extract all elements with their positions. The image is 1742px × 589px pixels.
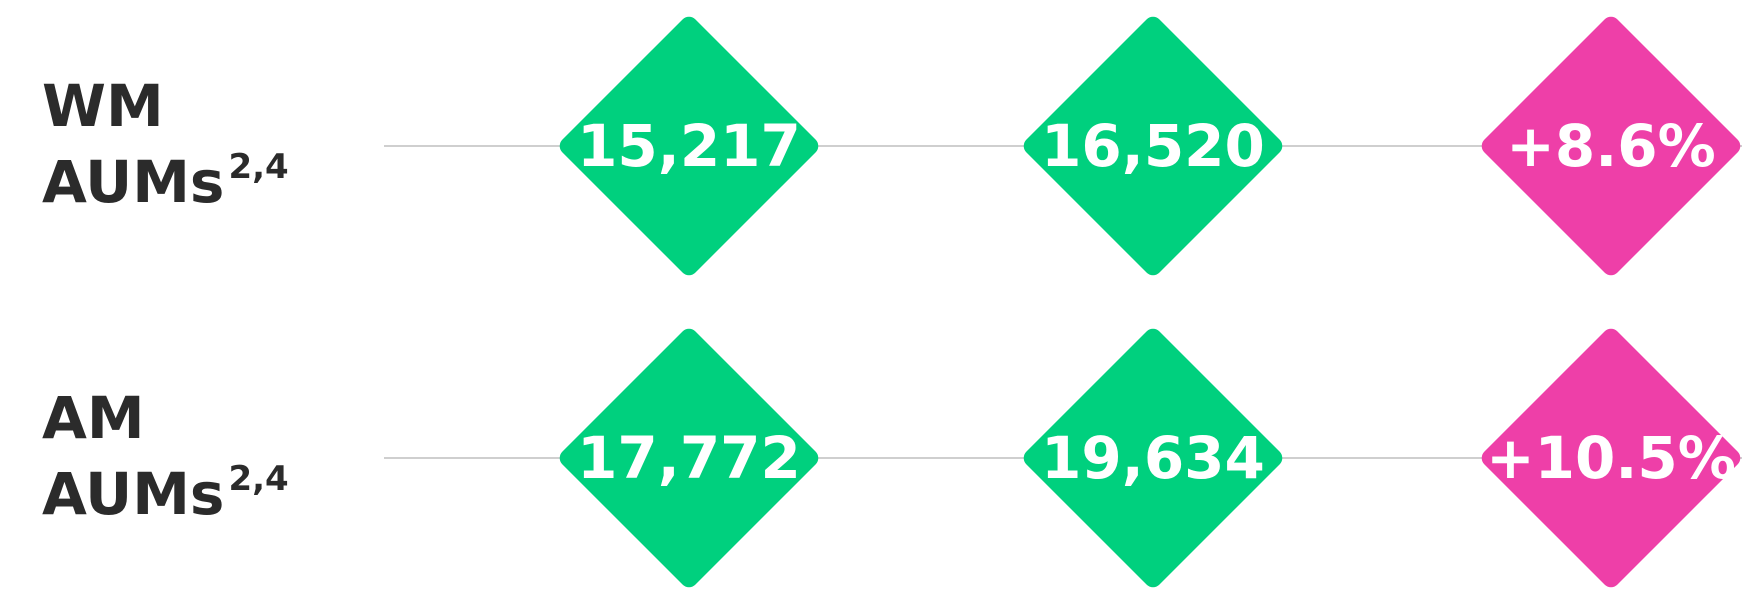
- kpi-value: 19,634: [1041, 424, 1265, 492]
- kpi-row: WM AUMs 2,4 15,217 16,520 +8.6%: [42, 16, 1742, 276]
- diamond: [1023, 328, 1283, 588]
- row-label: AUMs: [42, 460, 224, 528]
- kpi-value: +10.5%: [1486, 424, 1736, 492]
- footnote-superscript: 2,4: [228, 459, 288, 499]
- kpi-value: +8.6%: [1506, 112, 1715, 180]
- diamond: [559, 328, 819, 588]
- kpi-row: AM AUMs 2,4 17,772 19,634 +10.5%: [42, 328, 1742, 588]
- diamond: [1023, 16, 1283, 276]
- footnote-superscript: 2,4: [228, 147, 288, 187]
- diamond: [1481, 328, 1741, 588]
- row-label: WM: [42, 72, 164, 140]
- diamond: [559, 16, 819, 276]
- kpi-value: 15,217: [577, 112, 801, 180]
- kpi-value: 17,772: [577, 424, 801, 492]
- kpi-value: 16,520: [1041, 112, 1265, 180]
- row-label: AUMs: [42, 148, 224, 216]
- diamond: [1481, 16, 1741, 276]
- row-label: AM: [42, 384, 145, 452]
